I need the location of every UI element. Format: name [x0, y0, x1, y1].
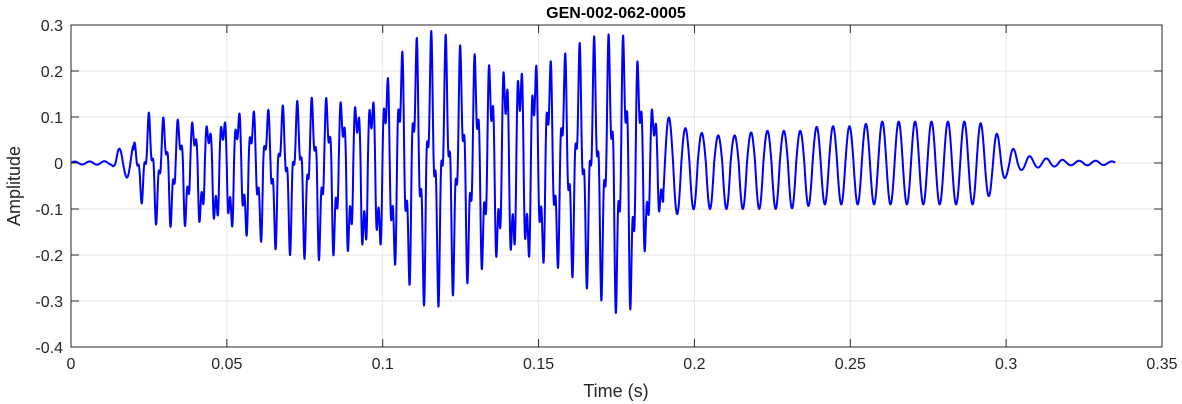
chart-title: GEN-002-062-0005 — [546, 5, 686, 22]
x-axis: 0 0.05 0.1 0.15 0.2 0.25 0.3 0.35 — [67, 25, 1178, 373]
x-tick-label: 0.05 — [211, 356, 242, 373]
x-axis-label: Time (s) — [583, 381, 648, 401]
y-tick-label: 0 — [54, 156, 63, 173]
y-tick-label: 0.1 — [41, 110, 63, 127]
y-tick-label: 0.2 — [41, 64, 63, 81]
axes-box — [70, 24, 1163, 348]
x-tick-label: 0.2 — [683, 356, 705, 373]
y-axis-label: Amplitude — [4, 146, 24, 226]
x-tick-label: 0.35 — [1146, 356, 1177, 373]
amplitude-waveform — [71, 30, 1117, 314]
y-tick-label: -0.4 — [35, 340, 63, 357]
y-tick-label: -0.2 — [35, 248, 63, 265]
x-tick-label: 0.25 — [835, 356, 866, 373]
y-tick-label: -0.3 — [35, 294, 63, 311]
y-tick-label: 0.3 — [41, 18, 63, 35]
x-tick-label: 0.1 — [372, 356, 394, 373]
y-tick-label: -0.1 — [35, 202, 63, 219]
x-tick-label: 0 — [67, 356, 76, 373]
y-axis: -0.4 -0.3 -0.2 -0.1 0 0.1 0.2 0.3 — [35, 18, 1162, 357]
x-tick-label: 0.15 — [523, 356, 554, 373]
plot-area — [71, 30, 1117, 314]
x-tick-label: 0.3 — [995, 356, 1017, 373]
